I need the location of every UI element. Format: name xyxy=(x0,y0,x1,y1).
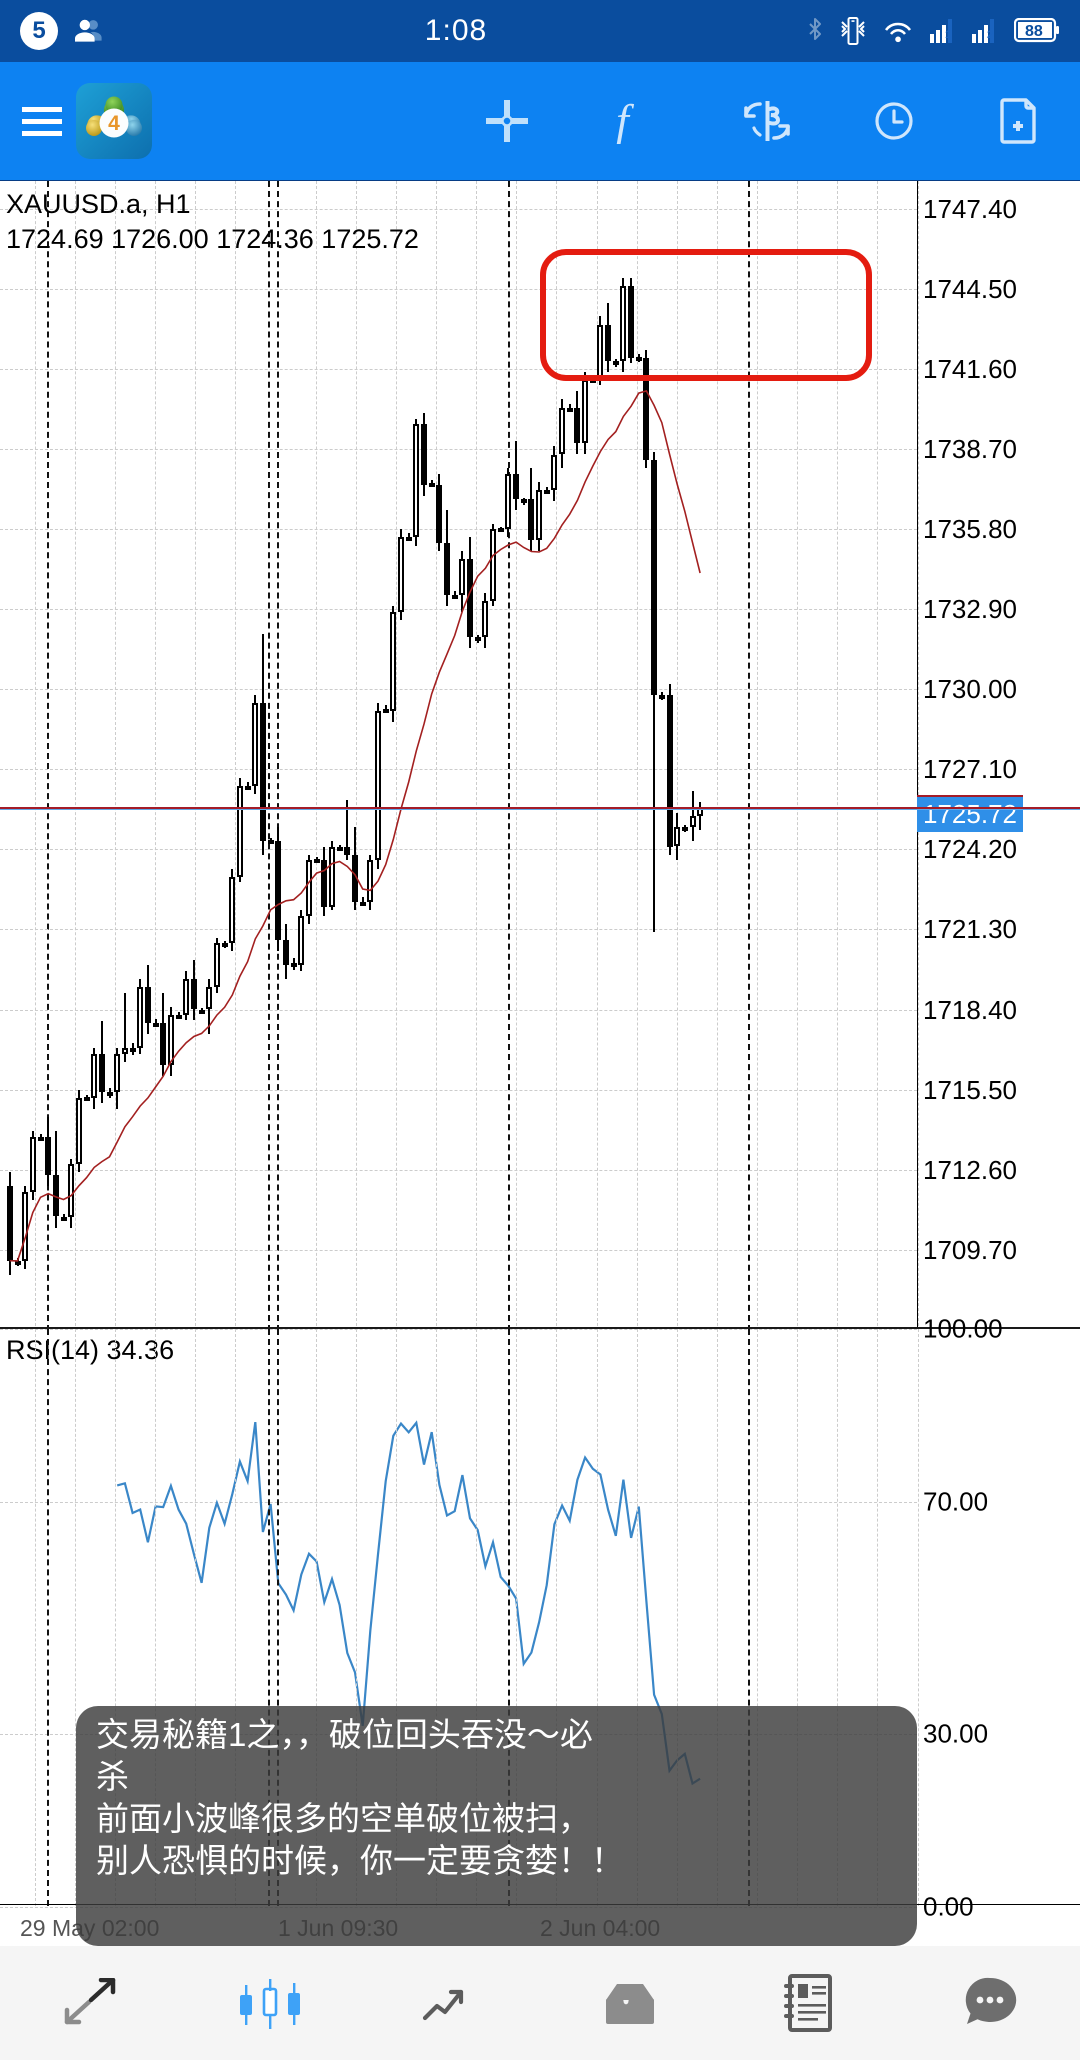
svg-text:1: 1 xyxy=(945,29,951,41)
svg-text:2: 2 xyxy=(987,29,993,41)
svg-text:4: 4 xyxy=(108,112,120,135)
svg-text:88: 88 xyxy=(1025,23,1043,40)
svg-text:f: f xyxy=(616,98,635,144)
